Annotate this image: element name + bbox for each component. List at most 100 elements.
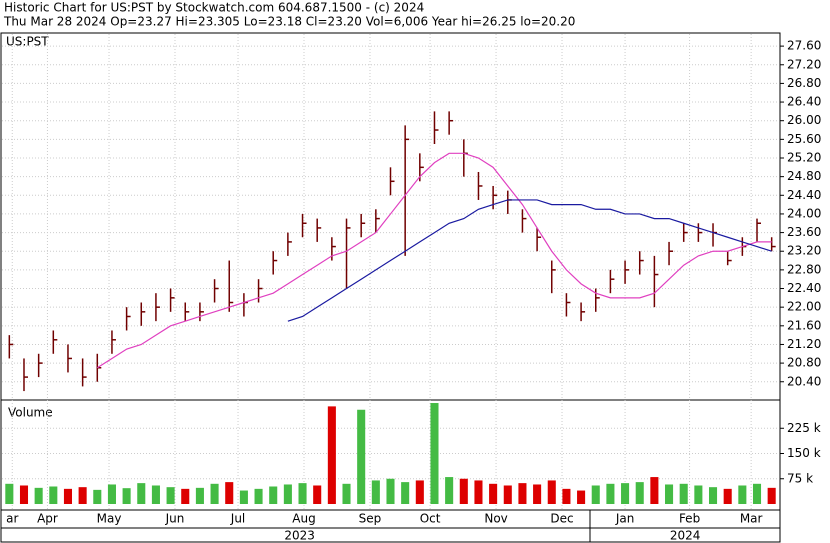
y-tick-label: 21.20 <box>787 337 821 351</box>
x-tick-label: Nov <box>484 512 507 526</box>
x-tick-label: Jun <box>165 512 185 526</box>
x-tick-label: Feb <box>679 512 700 526</box>
volume-bar <box>283 484 292 504</box>
x-tick-label: Dec <box>550 512 573 526</box>
volume-bar <box>577 490 586 504</box>
volume-bar <box>474 480 483 504</box>
volume-bar <box>298 483 307 504</box>
year-label: 2024 <box>670 529 701 543</box>
volume-bar <box>562 488 571 504</box>
y-tick-label: 26.80 <box>787 76 821 90</box>
x-tick-label: Apr <box>37 512 58 526</box>
volume-bar <box>210 483 219 504</box>
volume-bar <box>357 409 366 504</box>
y-tick-label: 20.40 <box>787 374 821 388</box>
volume-bar <box>635 482 644 504</box>
volume-bar <box>327 406 336 504</box>
volume-bar <box>606 483 615 504</box>
y-tick-label: 26.00 <box>787 113 821 127</box>
y-tick-label: 22.80 <box>787 262 821 276</box>
volume-bar <box>665 484 674 504</box>
volume-bar <box>5 483 14 504</box>
x-tick-label: May <box>97 512 122 526</box>
y-tick-label: 27.60 <box>787 39 821 53</box>
volume-label: Volume <box>8 406 53 420</box>
volume-bar <box>738 485 747 504</box>
volume-bar <box>19 485 29 504</box>
moving-average <box>96 152 772 369</box>
volume-bar <box>489 483 498 504</box>
volume-bar <box>93 489 102 504</box>
x-tick-label: Aug <box>292 512 315 526</box>
volume-bar <box>752 483 762 504</box>
y-tick-label: 23.20 <box>787 244 821 258</box>
volume-bar <box>137 483 146 504</box>
x-tick-label: Oct <box>420 512 441 526</box>
y-tick-label: 24.40 <box>787 188 821 202</box>
y-tick-label: 22.00 <box>787 300 821 314</box>
y-tick-label: 24.80 <box>787 169 821 183</box>
volume-bar <box>445 477 454 504</box>
y-tick-label: 25.20 <box>787 150 821 164</box>
symbol-label: US:PST <box>6 35 49 49</box>
x-tick-label: Mar <box>740 512 763 526</box>
volume-bar <box>401 482 410 504</box>
volume-bar <box>679 483 688 504</box>
volume-bar <box>225 482 234 504</box>
volume-bar <box>269 486 278 504</box>
volume-bar <box>503 485 512 504</box>
volume-bar <box>49 486 58 504</box>
y-tick-label: 25.60 <box>787 132 821 146</box>
volume-bar <box>533 484 542 504</box>
y-tick-label: 22.40 <box>787 281 821 295</box>
volume-bar <box>650 477 659 504</box>
volume-bar <box>547 480 556 504</box>
volume-bar <box>166 487 175 504</box>
volume-tick-label: 150 k <box>787 446 821 460</box>
volume-bar <box>78 487 87 504</box>
x-tick-label: ar <box>6 512 18 526</box>
y-tick-label: 20.80 <box>787 356 821 370</box>
volume-bar <box>518 483 527 504</box>
chart-title: Historic Chart for US:PST by Stockwatch.… <box>4 1 424 15</box>
volume-bar <box>708 487 718 504</box>
volume-tick-label: 225 k <box>787 421 821 435</box>
volume-bar <box>313 485 322 504</box>
x-tick-label: Jul <box>230 512 245 526</box>
volume-bar <box>34 487 43 504</box>
volume-bar <box>459 478 468 504</box>
volume-bar <box>181 488 190 504</box>
volume-bar <box>430 403 439 504</box>
moving-average <box>287 199 772 322</box>
chart-subtitle: Thu Mar 28 2024 Op=23.27 Hi=23.305 Lo=23… <box>3 15 575 29</box>
volume-bar <box>723 488 732 504</box>
y-tick-label: 26.40 <box>787 95 821 109</box>
volume-bar <box>694 485 703 504</box>
volume-bar <box>386 478 395 504</box>
volume-bar <box>239 490 248 504</box>
volume-bar <box>122 488 131 504</box>
volume-bar <box>195 487 204 504</box>
y-tick-label: 27.20 <box>787 57 821 71</box>
year-row <box>0 527 781 543</box>
volume-bar <box>107 484 116 504</box>
volume-bar <box>415 480 424 504</box>
x-tick-label: Sep <box>359 512 382 526</box>
volume-bar <box>342 483 351 504</box>
volume-bar <box>591 485 600 504</box>
volume-bar <box>63 488 73 504</box>
volume-tick-label: 75 k <box>787 471 813 485</box>
x-tick-label: Jan <box>615 512 635 526</box>
volume-bar <box>621 483 630 504</box>
volume-bar <box>767 487 776 504</box>
volume-bar <box>371 480 380 504</box>
volume-bar <box>151 485 160 504</box>
volume-bar <box>254 488 263 504</box>
year-label: 2023 <box>284 529 315 543</box>
y-tick-label: 23.60 <box>787 225 821 239</box>
y-tick-label: 24.00 <box>787 206 821 220</box>
y-tick-label: 21.60 <box>787 318 821 332</box>
